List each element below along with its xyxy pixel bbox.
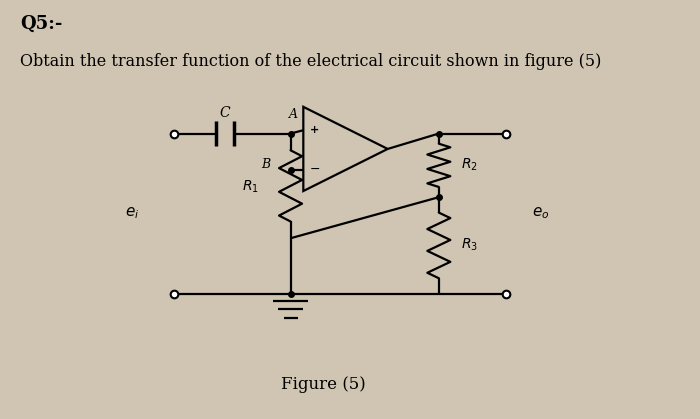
Text: $R_3$: $R_3$ xyxy=(461,236,478,253)
Text: B: B xyxy=(262,158,271,171)
Text: Obtain the transfer function of the electrical circuit shown in figure (5): Obtain the transfer function of the elec… xyxy=(20,54,601,70)
Text: Q5:-: Q5:- xyxy=(20,14,62,32)
Text: A: A xyxy=(288,108,298,121)
Text: $e_o$: $e_o$ xyxy=(533,206,550,222)
Text: +: + xyxy=(310,125,319,135)
Text: C: C xyxy=(219,106,230,120)
Text: $R_1$: $R_1$ xyxy=(241,179,258,195)
Text: −: − xyxy=(309,163,320,176)
Text: $R_2$: $R_2$ xyxy=(461,156,478,173)
Text: Figure (5): Figure (5) xyxy=(281,375,366,393)
Text: $e_i$: $e_i$ xyxy=(125,206,139,222)
